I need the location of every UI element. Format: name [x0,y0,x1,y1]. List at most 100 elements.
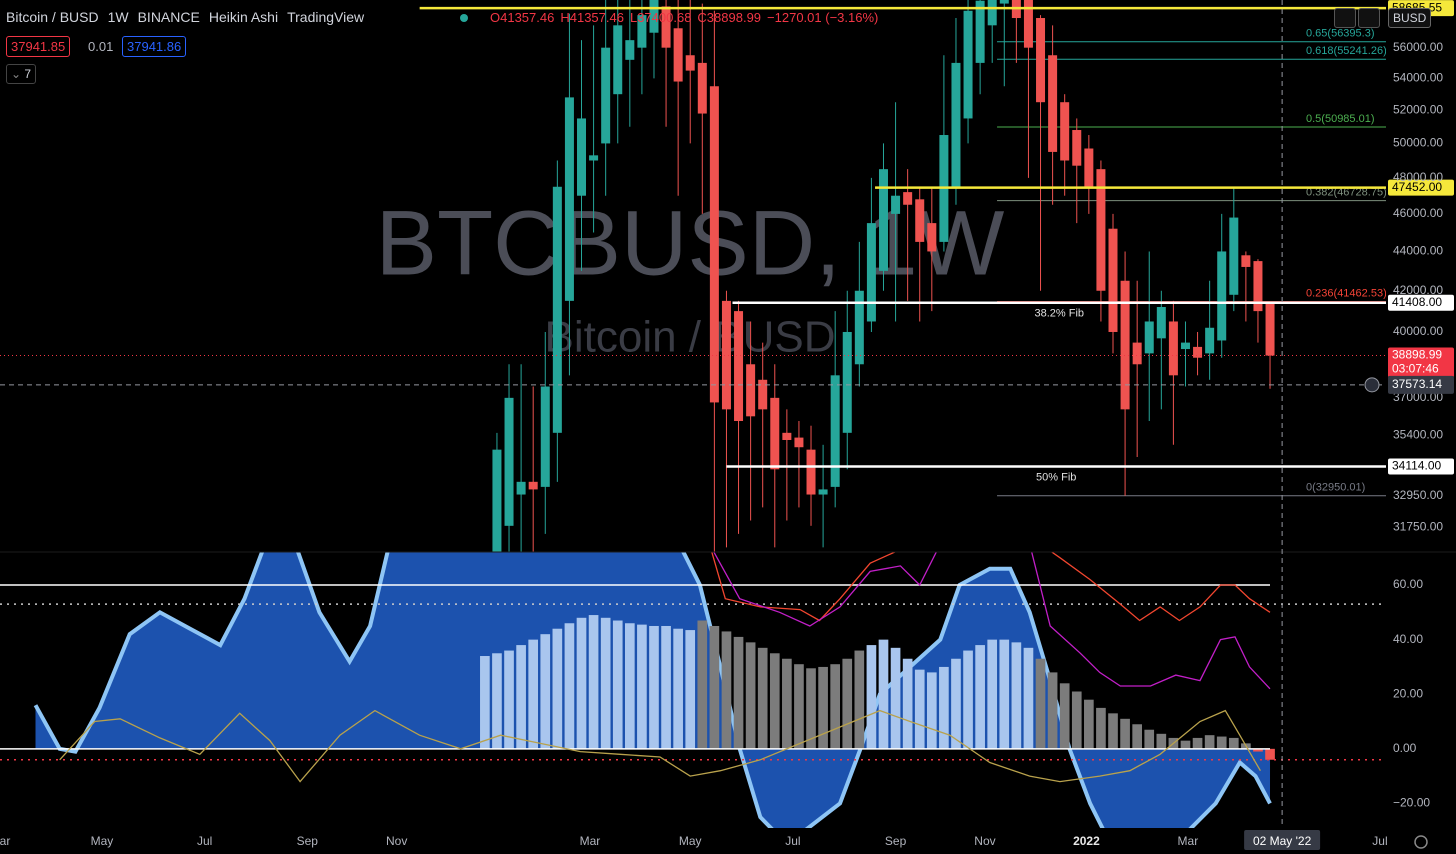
histogram-bar [528,639,539,749]
y-tick-label: 42000.00 [1393,283,1443,297]
y-tick-label: 54000.00 [1393,71,1443,85]
watermark-subtitle: Bitcoin / BUSD [545,313,836,362]
osc-tick-label: −20.00 [1393,796,1430,810]
candle-body [1096,169,1106,291]
sell-price[interactable]: 37941.85 [6,36,71,57]
histogram-bar [939,666,949,749]
candle-body [564,97,574,301]
high-value: H41357.46 [560,10,624,25]
histogram-bar [1047,672,1058,749]
y-tick-label: 35400.00 [1393,427,1443,441]
level-price-label: 47452.00 [1392,180,1442,194]
symbol-header: Bitcoin / BUSD 1W BINANCE Heikin Ashi Tr… [6,9,364,25]
y-tick-label: 56000.00 [1393,40,1443,54]
indicators-toggle[interactable]: ⌄ 7 [6,64,37,84]
histogram-bar [685,630,696,749]
candle-body [516,481,526,495]
osc-tick-label: 0.00 [1393,741,1417,755]
currency-button[interactable]: BUSD [1388,8,1432,28]
histogram-bar [649,625,659,749]
histogram-bar [673,628,683,749]
histogram-bar [1035,658,1046,749]
histogram-bar [890,647,901,749]
histogram-bar [492,653,502,749]
histogram-bar [1059,683,1070,749]
close-value: C38898.99 [697,10,762,25]
candle-body [625,40,635,60]
histogram-bar [697,620,708,749]
refresh-button[interactable] [1358,8,1380,28]
open-value: O41357.46 [490,10,555,25]
interval[interactable]: 1W [107,9,129,25]
last-price-tag [1388,347,1454,378]
histogram-bar [540,634,551,749]
candle-body [842,331,852,433]
level-note: 50% Fib [1036,471,1076,483]
candle-body [987,0,997,26]
candle-body [1193,346,1203,358]
histogram-bar [1192,737,1203,749]
scroll-button[interactable] [1334,8,1356,28]
osc-tick-label: 20.00 [1393,686,1423,700]
x-tick-label: Nov [974,834,995,848]
candle-body [951,62,961,187]
histogram-bar [1023,647,1034,749]
candle-body [1084,148,1094,187]
histogram-bar [782,658,792,749]
bar-countdown: 03:07:46 [1392,362,1439,376]
crosshair-time-tag [1244,830,1321,850]
candle-body [1036,18,1046,103]
histogram-bar [1096,707,1106,749]
x-tick-label: Sep [885,834,907,848]
candle-body [794,437,804,448]
candle-body [1108,228,1118,332]
histogram-bar [818,666,828,749]
level-price-tag [1388,179,1454,196]
osc-tick-label: 60.00 [1393,577,1423,591]
histogram-bar [842,658,853,749]
x-tick-label: Sep [297,834,319,848]
histogram-bar [661,625,671,749]
histogram-bar [866,645,877,749]
histogram-bar [516,645,526,749]
candle-body [697,62,707,114]
histogram-bar [830,664,841,749]
level-price-label: 41408.00 [1392,295,1442,309]
settings-icon [1414,835,1428,849]
y-tick-label: 44000.00 [1393,244,1443,258]
histogram-bar [576,617,587,749]
candle-body [1023,0,1033,48]
histogram-bar [1120,718,1130,749]
level-price-tag [1388,294,1454,311]
candle-body [806,449,816,495]
candle-body [613,25,623,95]
x-tick-label: May [91,834,114,848]
ohlc-values: O41357.46 H41357.46 L37400.68 C38898.99 … [490,10,878,25]
candle-body [1253,261,1263,312]
watermark-title: BTCBUSD, 1W [376,192,1005,294]
x-tick-label: Mar [0,834,10,848]
histogram-bar [1265,748,1275,760]
exchange: BINANCE [137,9,200,25]
y-tick-label: 32950.00 [1393,488,1443,502]
y-tick-label: 48000.00 [1393,170,1443,184]
candle-body [1156,307,1166,339]
x-tick-label: Mar [580,834,601,848]
fib-label: 0.382(46728.75) [1306,187,1387,199]
y-tick-label: 50000.00 [1393,136,1443,150]
candle-body [963,10,973,119]
symbol[interactable]: Bitcoin / BUSD [6,9,99,25]
price-axis [1386,0,1456,828]
buy-price[interactable]: 37941.86 [122,36,187,57]
candle-body [878,169,888,271]
y-tick-label: 40000.00 [1393,324,1443,338]
candle-body [891,195,901,214]
candle-body [528,481,538,490]
histogram-bar [1132,724,1142,749]
candle-body [854,290,864,365]
histogram-bar [769,653,780,749]
candle-body [1265,303,1275,356]
candle-body [1072,130,1082,166]
candle-body [1060,102,1070,161]
histogram-bar [1108,713,1118,749]
